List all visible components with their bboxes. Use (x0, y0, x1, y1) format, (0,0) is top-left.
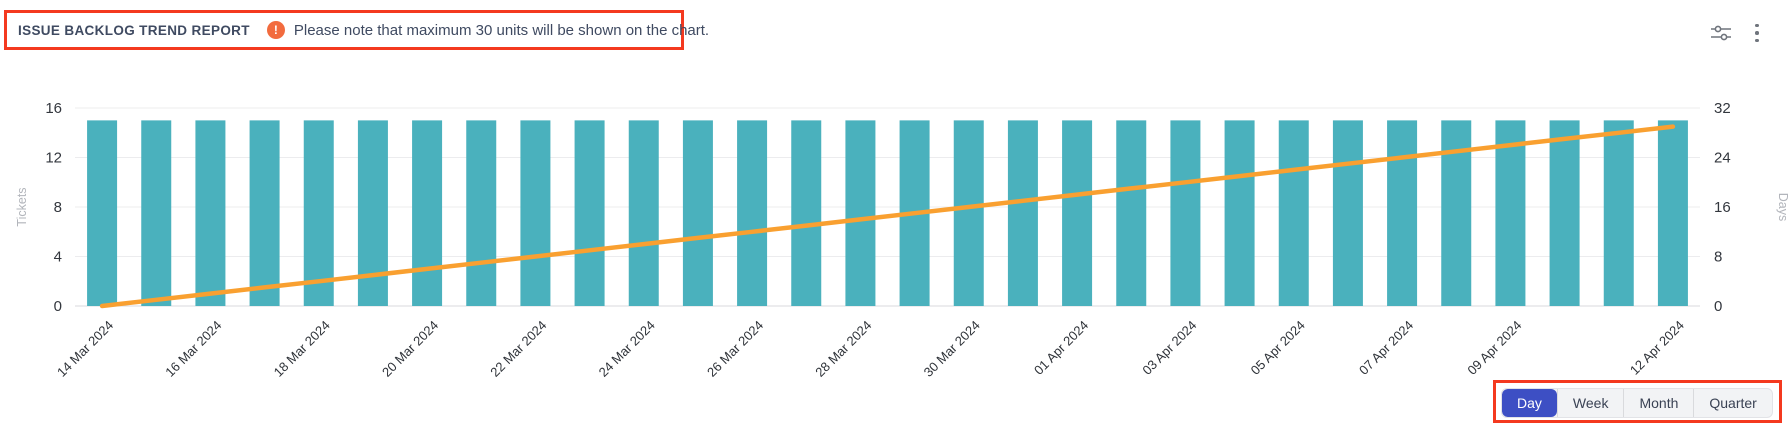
svg-text:32: 32 (1714, 100, 1731, 117)
bar (737, 120, 768, 306)
bar (1332, 120, 1363, 306)
svg-text:24: 24 (1714, 150, 1731, 167)
bar (87, 120, 118, 306)
right-axis-ticks: 0 8 16 24 32 (1714, 100, 1731, 315)
left-axis-ticks: 0 4 8 12 16 (45, 100, 62, 315)
bar (953, 120, 984, 306)
svg-text:14 Mar 2024: 14 Mar 2024 (54, 318, 116, 380)
svg-text:0: 0 (54, 298, 62, 315)
max-units-note: Please note that maximum 30 units will b… (293, 21, 710, 39)
bar (249, 120, 280, 306)
svg-text:09 Apr 2024: 09 Apr 2024 (1464, 318, 1524, 378)
bar (791, 120, 822, 306)
bar (1549, 120, 1580, 306)
bar (520, 120, 551, 306)
svg-text:4: 4 (54, 249, 62, 266)
bar (1170, 120, 1201, 306)
page-title: ISSUE BACKLOG TREND REPORT (18, 22, 250, 38)
kebab-menu-icon (1755, 23, 1759, 28)
svg-text:12 Apr 2024: 12 Apr 2024 (1627, 318, 1687, 378)
more-options-button[interactable] (1748, 20, 1766, 46)
bar (195, 120, 226, 306)
time-range-tabs: Day Week Month Quarter (1501, 388, 1773, 418)
svg-text:03 Apr 2024: 03 Apr 2024 (1139, 318, 1199, 378)
bar (682, 120, 713, 306)
report-header: ISSUE BACKLOG TREND REPORT ! Please note… (4, 10, 709, 50)
svg-text:01 Apr 2024: 01 Apr 2024 (1031, 318, 1091, 378)
svg-text:18 Mar 2024: 18 Mar 2024 (271, 318, 333, 380)
svg-text:28 Mar 2024: 28 Mar 2024 (812, 318, 874, 380)
kebab-menu-icon (1755, 38, 1759, 43)
tab-week[interactable]: Week (1556, 389, 1624, 417)
bar (1062, 120, 1093, 306)
svg-text:20 Mar 2024: 20 Mar 2024 (379, 318, 441, 380)
svg-text:05 Apr 2024: 05 Apr 2024 (1248, 318, 1308, 378)
svg-text:16: 16 (1714, 199, 1731, 216)
bar (303, 120, 334, 306)
svg-text:26 Mar 2024: 26 Mar 2024 (704, 318, 766, 380)
bar (574, 120, 605, 306)
warning-icon: ! (266, 21, 285, 39)
svg-text:8: 8 (1714, 249, 1722, 266)
bar (1224, 120, 1255, 306)
chart-settings-button[interactable] (1708, 20, 1734, 46)
bar (1278, 120, 1309, 306)
tab-month[interactable]: Month (1623, 389, 1693, 417)
svg-text:16 Mar 2024: 16 Mar 2024 (162, 318, 224, 380)
svg-text:0: 0 (1714, 298, 1722, 315)
svg-text:07 Apr 2024: 07 Apr 2024 (1356, 318, 1416, 378)
svg-text:22 Mar 2024: 22 Mar 2024 (487, 318, 549, 380)
bar (1007, 120, 1038, 306)
bar (1387, 120, 1418, 306)
sliders-icon (1711, 25, 1731, 41)
bar (1657, 120, 1688, 306)
gridlines (75, 107, 1700, 307)
x-axis-labels: 14 Mar 2024 16 Mar 2024 18 Mar 2024 20 Mar … (54, 318, 1687, 380)
kebab-menu-icon (1755, 31, 1759, 35)
svg-text:12: 12 (45, 150, 62, 167)
tab-quarter[interactable]: Quarter (1693, 389, 1771, 417)
svg-text:16: 16 (45, 100, 62, 117)
bar (141, 120, 172, 306)
svg-text:24 Mar 2024: 24 Mar 2024 (596, 318, 658, 380)
left-axis-title: Tickets (15, 187, 29, 226)
bar (628, 120, 659, 306)
svg-text:8: 8 (54, 199, 62, 216)
right-axis-title: Days (1776, 193, 1788, 221)
bar (412, 120, 443, 306)
bar (845, 120, 876, 306)
svg-text:30 Mar 2024: 30 Mar 2024 (921, 318, 983, 380)
bar (466, 120, 497, 306)
bar (1116, 120, 1147, 306)
bar (1495, 120, 1526, 306)
bar (1603, 120, 1634, 306)
days-trend-line (99, 124, 1676, 309)
tab-day[interactable]: Day (1502, 389, 1557, 417)
